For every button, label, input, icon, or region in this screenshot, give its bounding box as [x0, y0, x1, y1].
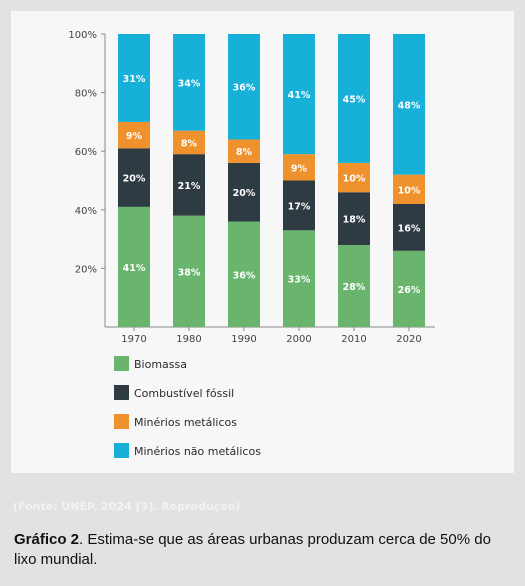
x-tick-label: 1990 — [231, 334, 256, 345]
bar-data-label: 41% — [123, 263, 146, 274]
bar-data-label: 36% — [233, 270, 256, 281]
x-tick-label: 1980 — [176, 334, 201, 345]
bar-data-label: 17% — [288, 201, 311, 212]
bar-data-label: 38% — [178, 267, 201, 278]
legend-label: Biomassa — [134, 358, 187, 371]
caption-text: . Estima-se que as áreas urbanas produza… — [14, 531, 491, 568]
x-tick-label: 1970 — [121, 334, 146, 345]
bar-data-label: 31% — [123, 74, 146, 85]
bar-data-label: 28% — [343, 282, 366, 293]
bar-segment — [283, 34, 315, 155]
y-tick-label: 100% — [68, 30, 97, 41]
legend-label: Combustível fóssil — [134, 387, 234, 400]
bar-data-label: 33% — [288, 275, 311, 286]
bar-segment — [118, 206, 150, 327]
bar-segment — [118, 34, 150, 122]
bar-segment — [283, 230, 315, 327]
bar-data-label: 20% — [233, 188, 256, 199]
bar-segment — [338, 192, 370, 245]
bar-segment — [173, 154, 205, 216]
bar-segment — [338, 162, 370, 193]
bar-data-label: 45% — [343, 94, 366, 105]
source-note: (Fonte: UNEP, 2024 [3]. Reprodução) — [13, 500, 241, 513]
bar-data-label: 21% — [178, 181, 201, 192]
bar-data-label: 18% — [343, 215, 366, 226]
bar-data-label: 41% — [288, 90, 311, 101]
figure-caption: Gráfico 2. Estima-se que as áreas urbana… — [14, 530, 514, 570]
bar-segment — [283, 180, 315, 231]
y-tick-label: 60% — [75, 147, 97, 158]
bar-segment — [228, 162, 260, 222]
bar-data-label: 10% — [343, 174, 366, 185]
x-tick-label: 2020 — [396, 334, 421, 345]
legend-swatch — [114, 356, 129, 371]
bar-data-label: 9% — [291, 163, 308, 174]
bar-data-label: 8% — [181, 138, 198, 149]
x-tick-label: 2010 — [341, 334, 366, 345]
bar-segment — [173, 130, 205, 155]
bar-data-label: 36% — [233, 83, 256, 94]
bar-segment — [173, 215, 205, 327]
bar-data-label: 8% — [236, 147, 253, 158]
bar-segment — [393, 34, 425, 175]
bar-data-label: 10% — [398, 185, 421, 196]
bar-data-label: 48% — [398, 100, 421, 111]
bar-segment — [393, 174, 425, 204]
bar-segment — [118, 121, 150, 149]
bar-segment — [173, 34, 205, 131]
x-tick-label: 2000 — [286, 334, 311, 345]
y-tick-label: 80% — [75, 89, 97, 100]
bar-segment — [393, 203, 425, 251]
stacked-bar-chart: 100% 80% 60% 40% 20% 41% 20% 9% 31% 1970 38% 21% 8% 3… — [68, 30, 435, 458]
bar-segment — [393, 250, 425, 327]
bar-segment — [283, 154, 315, 181]
legend-label: Minérios metálicos — [134, 416, 237, 429]
bar-data-label: 20% — [123, 174, 146, 185]
caption-label: Gráfico 2 — [14, 531, 80, 548]
bar-data-label: 34% — [178, 78, 201, 89]
bar-segment — [228, 34, 260, 140]
bar-segment — [338, 244, 370, 327]
legend-label: Minérios não metálicos — [134, 445, 261, 458]
legend-swatch — [114, 414, 129, 429]
bar-data-label: 26% — [398, 285, 421, 296]
legend-swatch — [114, 443, 129, 458]
bar-segment — [118, 148, 150, 207]
bar-data-label: 16% — [398, 223, 421, 234]
y-tick-label: 40% — [75, 206, 97, 217]
bar-segment — [228, 139, 260, 163]
bar-segment — [338, 34, 370, 163]
legend-swatch — [114, 385, 129, 400]
bar-data-label: 9% — [126, 131, 143, 142]
chart-panel: 100% 80% 60% 40% 20% 41% 20% 9% 31% 1970 38% 21% 8% 3… — [11, 11, 514, 473]
y-tick-label: 20% — [75, 264, 97, 275]
bar-segment — [228, 221, 260, 327]
